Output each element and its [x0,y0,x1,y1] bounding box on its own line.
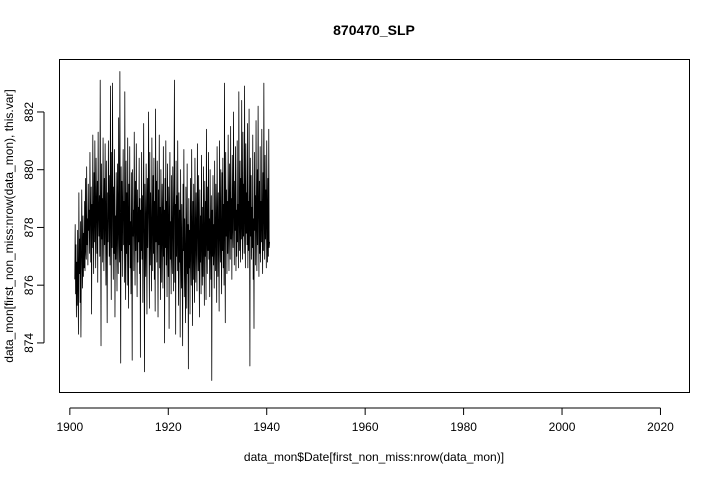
plot-frame [59,59,690,393]
x-tick-label: 1900 [56,420,83,434]
x-tick-label: 1920 [155,420,182,434]
y-tick-label: 882 [22,102,36,122]
x-tick-label: 2000 [549,420,576,434]
x-tick-label: 2020 [647,420,674,434]
chart-title: 870470_SLP [333,22,415,38]
x-axis: 1900 1920 1940 1960 1980 2000 2020 [56,407,674,434]
y-tick-label: 874 [22,333,36,353]
y-tick-label: 880 [22,159,36,179]
x-tick-label: 1960 [352,420,379,434]
y-axis: 874 876 878 880 882 [22,102,45,353]
series-line-slp [74,71,270,381]
x-axis-label: data_mon$Date[first_non_miss:nrow(data_m… [244,450,504,464]
y-tick-label: 878 [22,217,36,237]
x-tick-label: 1940 [253,420,280,434]
y-axis-label: data_mon[first_non_miss:nrow(data_mon), … [2,89,16,362]
x-tick-label: 1980 [450,420,477,434]
y-tick-label: 876 [22,275,36,295]
